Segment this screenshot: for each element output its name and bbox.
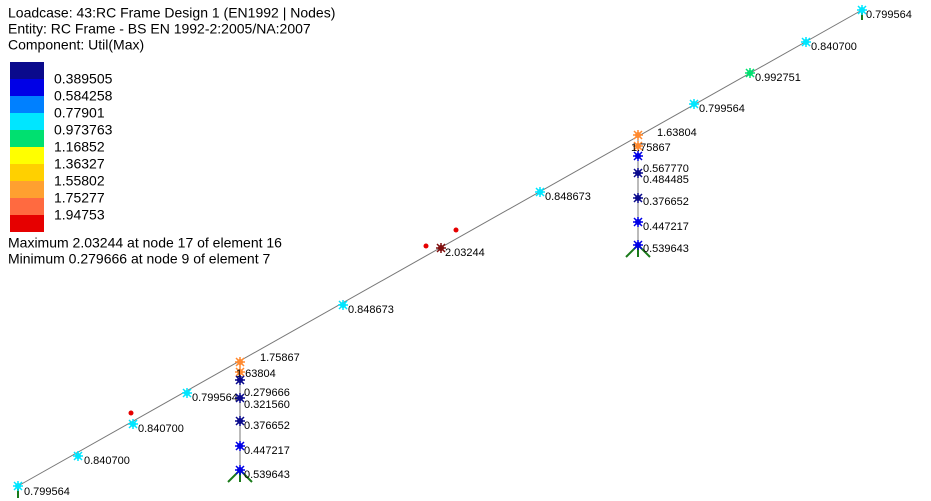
node-marker: [747, 70, 753, 76]
node-marker: [635, 242, 641, 248]
legend-swatch: [10, 198, 44, 215]
node-label: 0.848673: [348, 304, 394, 316]
node-label: 0.484485: [643, 174, 689, 186]
marker: [423, 243, 429, 249]
node-label: 0.848673: [545, 191, 591, 203]
node-label: 0.840700: [138, 423, 184, 435]
node-marker: [635, 219, 641, 225]
extreme-line: Minimum 0.279666 at node 9 of element 7: [8, 251, 270, 267]
node-label: 2.03244: [445, 247, 485, 259]
node-marker: [237, 418, 243, 424]
legend-swatch: [10, 181, 44, 198]
node-marker: [859, 7, 865, 13]
node-marker: [635, 195, 641, 201]
node-marker: [237, 369, 243, 375]
node-label: 0.376652: [244, 420, 290, 432]
node-label: 1.63804: [657, 127, 697, 139]
node-marker: [75, 453, 81, 459]
legend-label: 0.389505: [54, 71, 113, 87]
node-marker: [635, 143, 641, 149]
legend-swatch: [10, 215, 44, 232]
node-label: 0.539643: [643, 243, 689, 255]
node-label: 0.447217: [244, 445, 290, 457]
header-line: Component: Util(Max): [8, 37, 144, 53]
node-marker: [691, 101, 697, 107]
node-label: 0.447217: [643, 221, 689, 233]
node-label: 0.321560: [244, 399, 290, 411]
node-marker: [635, 153, 641, 159]
marker: [453, 227, 459, 233]
legend-label: 1.75277: [54, 190, 105, 206]
node-label: 0.840700: [811, 41, 857, 53]
node-label: 0.279666: [244, 387, 290, 399]
legend-swatch: [10, 147, 44, 164]
node-label: 0.799564: [699, 103, 745, 115]
legend-swatch: [10, 164, 44, 181]
node-label: 0.799564: [192, 392, 238, 404]
node-label: 0.799564: [866, 9, 912, 21]
node-marker: [184, 390, 190, 396]
node-label: 1.75867: [631, 142, 671, 154]
node-marker: [130, 421, 136, 427]
legend-swatch: [10, 113, 44, 130]
node-marker: [803, 39, 809, 45]
node-marker: [237, 359, 243, 365]
node-label: 0.376652: [643, 196, 689, 208]
node-marker: [537, 189, 543, 195]
marker: [128, 410, 134, 416]
node-marker: [237, 395, 243, 401]
legend-swatch: [10, 79, 44, 96]
node-marker: [15, 483, 21, 489]
node-marker: [237, 443, 243, 449]
markers-red: [128, 227, 459, 416]
legend-label: 1.16852: [54, 139, 105, 155]
extreme-line: Maximum 2.03244 at node 17 of element 16: [8, 235, 282, 251]
legend-swatch: [10, 130, 44, 147]
node-marker: [340, 302, 346, 308]
legend-label: 1.94753: [54, 207, 105, 223]
legend-label: 0.77901: [54, 105, 105, 121]
legend-label: 0.973763: [54, 122, 113, 138]
header-line: Entity: RC Frame - BS EN 1992-2:2005/NA:…: [8, 21, 311, 37]
legend-swatch: [10, 62, 44, 79]
legend-label: 0.584258: [54, 88, 113, 104]
node-label: 0.567770: [643, 163, 689, 175]
node-label: 1.63804: [236, 368, 276, 380]
legend-label: 1.36327: [54, 156, 105, 172]
node-marker: [635, 170, 641, 176]
node-marker: [237, 467, 243, 473]
header-line: Loadcase: 43:RC Frame Design 1 (EN1992 |…: [8, 5, 335, 21]
legend-swatch: [10, 96, 44, 113]
node-label: 0.992751: [755, 72, 801, 84]
node-marker: [438, 245, 444, 251]
node-label: 1.75867: [260, 352, 300, 364]
legend-label: 1.55802: [54, 173, 105, 189]
node-label: 0.799564: [24, 486, 70, 498]
node-marker: [635, 132, 641, 138]
node-label: 0.840700: [84, 455, 130, 467]
node-label: 0.539643: [244, 469, 290, 481]
node-marker: [237, 377, 243, 383]
